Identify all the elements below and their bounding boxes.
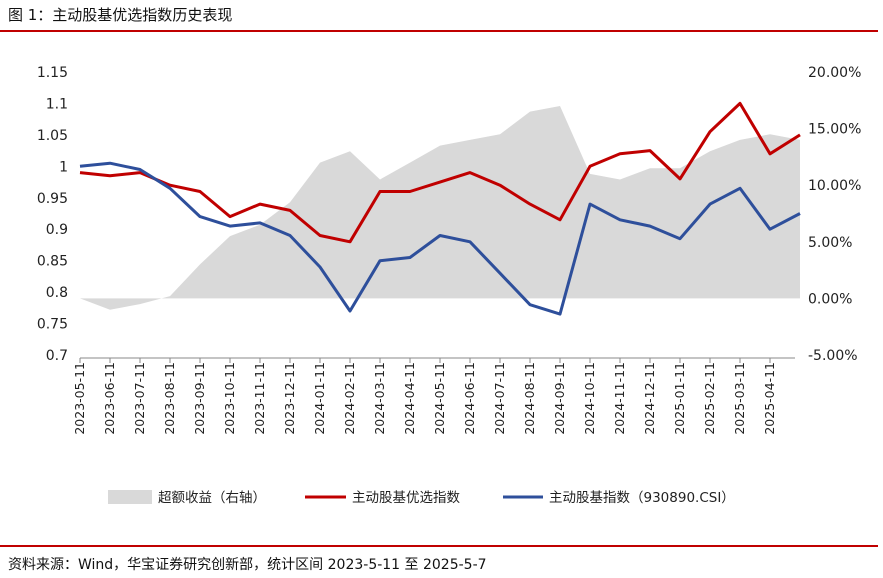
bottom-rule [0,545,878,547]
x-tick-label: 2024-06-11 [462,362,477,435]
legend-label-blue: 主动股基指数（930890.CSI） [549,489,735,506]
x-tick-label: 2024-08-11 [522,362,537,435]
x-tick-label: 2024-05-11 [432,362,447,435]
y-left-tick-label: 0.9 [46,222,68,238]
series-line-benchmark-index [79,161,801,316]
y-right-tick-label: -5.00% [808,348,858,364]
y-left-tick-label: 1.15 [37,65,68,81]
x-tick-label: 2023-07-11 [132,362,147,435]
y-right-tick-label: 5.00% [808,235,852,251]
y-left-tick-label: 0.95 [37,191,68,207]
line-layer [79,101,801,316]
legend-label-red: 主动股基优选指数 [352,489,460,506]
area-layer [80,106,800,310]
x-tick-label: 2023-08-11 [162,362,177,435]
y-left-tick-label: 0.7 [46,348,68,364]
x-tick-label: 2023-09-11 [192,362,207,435]
x-axis: 2023-05-11 2023-06-11 2023-07-11 2023-08-11… [72,357,795,435]
y-left-tick-label: 0.85 [37,254,68,270]
legend: 超额收益（右轴） 主动股基优选指数 主动股基指数（930890.CSI） [108,489,735,506]
legend-swatch-area [108,490,152,504]
x-tick-label: 2023-05-11 [72,362,87,435]
x-tick-label: 2024-11-11 [612,362,627,435]
series-line-selected-index [79,101,801,244]
y-right-tick-label: 0.00% [808,291,852,307]
x-tick-label: 2023-12-11 [282,362,297,435]
top-rule [0,30,878,32]
series-area-excess-return [80,106,800,310]
x-tick-label: 2024-12-11 [642,362,657,435]
x-tick-label: 2024-04-11 [402,362,417,435]
left-axis: 1.15 1.1 1.05 1 0.95 0.9 0.85 0.8 0.75 0.7 [37,65,68,364]
right-axis: 20.00% 15.00% 10.00% 5.00% 0.00% -5.00% [808,65,861,364]
x-tick-label: 2024-07-11 [492,362,507,435]
x-tick-label: 2023-11-11 [252,362,267,435]
x-tick-label: 2024-01-11 [312,362,327,435]
x-tick-label: 2025-02-11 [702,362,717,435]
y-left-tick-label: 0.8 [46,285,68,301]
legend-label-area: 超额收益（右轴） [158,490,266,506]
y-left-tick-label: 1 [59,159,68,175]
x-tick-label: 2025-03-11 [732,362,747,435]
x-tick-label: 2024-09-11 [552,362,567,435]
x-tick-label: 2025-01-11 [672,362,687,435]
x-tick-label: 2024-10-11 [582,362,597,435]
x-tick-label: 2024-03-11 [372,362,387,435]
x-tick-label: 2024-02-11 [342,362,357,435]
y-right-tick-label: 10.00% [808,178,861,194]
x-tick-label: 2023-10-11 [222,362,237,435]
figure-title: 图 1：主动股基优选指数历史表现 [8,6,233,24]
y-right-tick-label: 15.00% [808,122,861,138]
y-right-tick-label: 20.00% [808,65,861,81]
y-left-tick-label: 1.05 [37,128,68,144]
x-tick-label: 2025-04-11 [762,362,777,435]
y-left-tick-label: 1.1 [46,96,68,112]
source-note: 资料来源：Wind，华宝证券研究创新部，统计区间 2023-5-11 至 202… [8,557,487,573]
y-left-tick-label: 0.75 [37,317,68,333]
x-tick-label: 2023-06-11 [102,362,117,435]
